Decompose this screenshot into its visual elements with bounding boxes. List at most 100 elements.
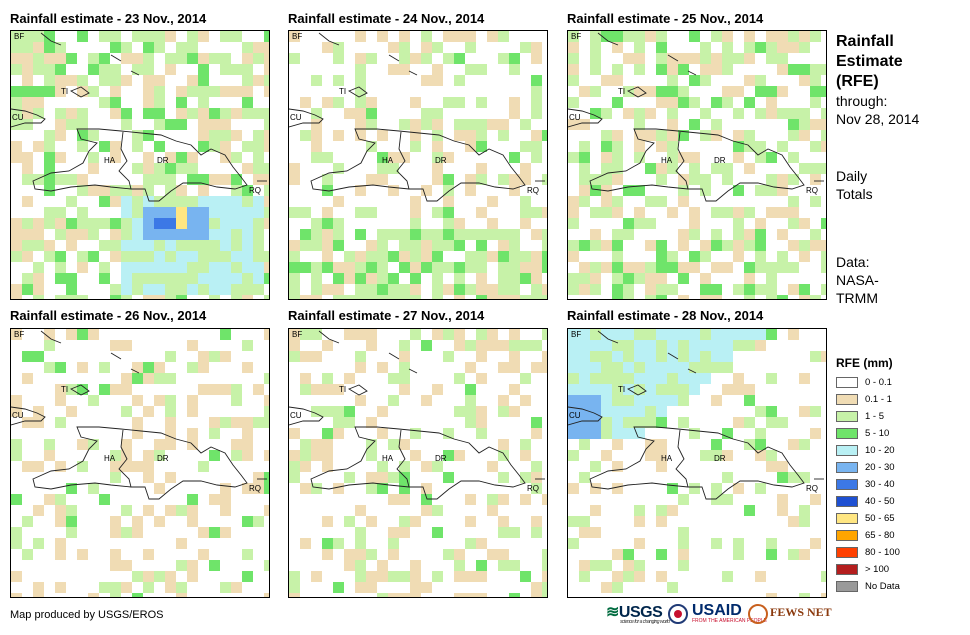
label-bf: BF	[571, 32, 582, 41]
through-label: through:	[836, 93, 888, 109]
turks-caicos-outline	[347, 86, 368, 98]
label-rq: RQ	[806, 484, 818, 493]
label-ha: HA	[382, 454, 394, 463]
label-ha: HA	[661, 454, 673, 463]
rainfall-grid	[568, 31, 826, 299]
label-rq: RQ	[806, 186, 818, 195]
legend-label: 30 - 40	[865, 479, 895, 490]
data-source: Data: NASA- TRMM	[836, 253, 879, 307]
label-cu: CU	[12, 113, 24, 122]
label-ha: HA	[382, 156, 394, 165]
through-date: Nov 28, 2014	[836, 111, 920, 127]
label-bf: BF	[14, 330, 25, 339]
bahamas-outline	[318, 330, 418, 374]
label-ti: TI	[61, 87, 69, 96]
turks-caicos-outline	[347, 384, 368, 396]
rainfall-grid	[11, 31, 269, 299]
label-bf: BF	[571, 330, 582, 339]
fews-net-logo: FEWS NET	[770, 605, 832, 619]
legend-title: RFE (mm)	[836, 356, 893, 370]
legend-swatch	[836, 428, 858, 439]
cuba-outline	[289, 108, 324, 128]
turks-caicos-outline	[69, 86, 90, 98]
label-ha: HA	[104, 454, 116, 463]
rainfall-map-24-nov: BF CU TI HA DR RQ	[288, 30, 548, 300]
usaid-logo: USAID FROM THE AMERICAN PEOPLE	[692, 602, 767, 624]
label-ti: TI	[618, 87, 626, 96]
legend-label: 0 - 0.1	[865, 377, 892, 388]
label-cu: CU	[290, 411, 302, 420]
daily-label: Daily	[836, 168, 868, 184]
rainfall-map-28-nov: BF CU TI HA DR RQ	[567, 328, 827, 598]
legend-label: 5 - 10	[865, 428, 890, 439]
label-cu: CU	[569, 411, 581, 420]
legend-swatch	[836, 462, 858, 473]
label-bf: BF	[292, 32, 303, 41]
panel-title-2: Rainfall estimate - 24 Nov., 2014	[288, 11, 485, 26]
usgs-logo: ≋USGS science for a changing world	[606, 602, 670, 625]
legend-swatch	[836, 564, 858, 575]
legend-label: 80 - 100	[865, 547, 900, 558]
hispaniola-outline	[310, 426, 526, 500]
cuba-outline	[11, 108, 46, 128]
legend-label: 50 - 65	[865, 513, 895, 524]
label-ti: TI	[339, 385, 347, 394]
legend-label: 1 - 5	[865, 411, 885, 422]
haiti-dr-border	[396, 131, 410, 190]
haiti-dr-border	[118, 131, 132, 190]
legend-swatch	[836, 445, 858, 456]
bahamas-outline	[597, 32, 697, 76]
legend-label: No Data	[865, 581, 900, 592]
usgs-logo-text: USGS	[618, 604, 663, 621]
haiti-dr-border	[118, 429, 132, 488]
rainfall-grid	[289, 329, 547, 597]
map-title-line-3: (RFE)	[836, 73, 879, 90]
turks-caicos-outline	[626, 384, 647, 396]
panel-title-6: Rainfall estimate - 28 Nov., 2014	[567, 308, 764, 323]
haiti-dr-border	[396, 429, 410, 488]
legend-swatch	[836, 496, 858, 507]
label-dr: DR	[435, 454, 447, 463]
cuba-outline	[11, 406, 46, 426]
legend-label: 0.1 - 1	[865, 394, 892, 405]
fews-net-globe-icon	[748, 604, 768, 624]
label-dr: DR	[714, 454, 726, 463]
rainfall-map-26-nov: BF CU TI HA DR RQ	[10, 328, 270, 598]
rainfall-grid	[289, 31, 547, 299]
legend-swatch	[836, 377, 858, 388]
label-cu: CU	[290, 113, 302, 122]
legend-label: 10 - 20	[865, 445, 895, 456]
data-label: Data:	[836, 254, 870, 270]
legend-swatch	[836, 394, 858, 405]
label-dr: DR	[157, 454, 169, 463]
label-rq: RQ	[527, 484, 539, 493]
label-ha: HA	[661, 156, 673, 165]
label-dr: DR	[714, 156, 726, 165]
usaid-logo-text: USAID	[692, 602, 742, 619]
label-dr: DR	[435, 156, 447, 165]
rainfall-grid	[568, 329, 826, 597]
rainfall-map-23-nov: BF CU TI HA DR RQ	[10, 30, 270, 300]
label-cu: CU	[12, 411, 24, 420]
label-rq: RQ	[527, 186, 539, 195]
data-source-line-1: NASA-	[836, 272, 879, 288]
usaid-seal-icon	[668, 604, 688, 624]
panel-title-3: Rainfall estimate - 25 Nov., 2014	[567, 11, 764, 26]
rainfall-map-27-nov: BF CU TI HA DR RQ	[288, 328, 548, 598]
map-credit: Map produced by USGS/EROS	[10, 609, 164, 621]
bahamas-outline	[597, 330, 697, 374]
legend-label: > 100	[865, 564, 890, 575]
panel-title-4: Rainfall estimate - 26 Nov., 2014	[10, 308, 207, 323]
bahamas-outline	[40, 32, 140, 76]
legend-label: 65 - 80	[865, 530, 895, 541]
hispaniola-outline	[310, 128, 526, 202]
legend-swatch	[836, 479, 858, 490]
label-ti: TI	[61, 385, 69, 394]
legend-label: 40 - 50	[865, 496, 895, 507]
cuba-outline	[568, 108, 603, 128]
legend-swatch	[836, 411, 858, 422]
totals-label: Totals	[836, 186, 873, 202]
bahamas-outline	[40, 330, 140, 374]
hispaniola-outline	[589, 426, 805, 500]
data-source-line-2: TRMM	[836, 290, 878, 306]
